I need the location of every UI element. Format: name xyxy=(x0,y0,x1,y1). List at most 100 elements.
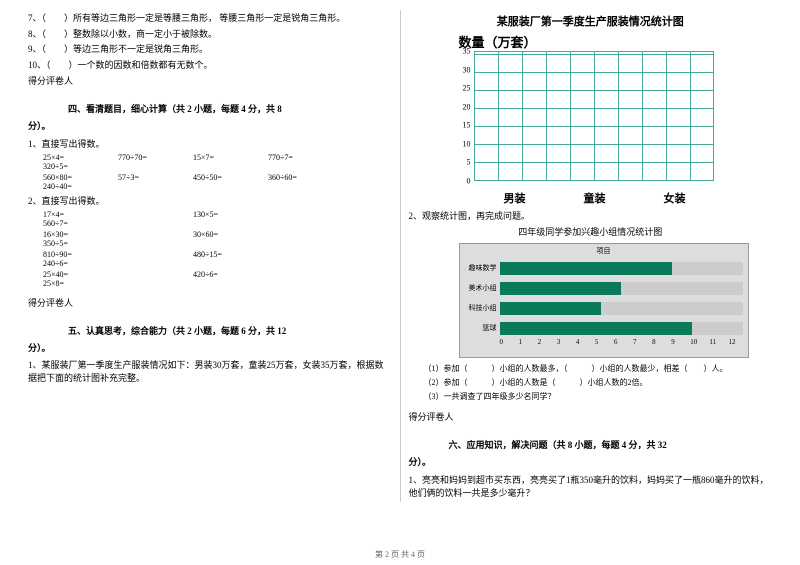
score-header: 得分 xyxy=(28,74,46,87)
section-6-title: 六、应用知识，解决问题（共 8 小题，每题 4 分，共 32 xyxy=(449,438,773,451)
y-tick: 0 xyxy=(467,176,471,185)
calc-item xyxy=(268,230,343,239)
calc-item: 240÷40= xyxy=(43,182,118,191)
fen-label: 分）。 xyxy=(409,456,773,470)
calc-item: 30×60= xyxy=(193,230,268,239)
y-tick: 10 xyxy=(463,139,471,148)
calc-item: 810÷90= xyxy=(43,250,118,259)
calc-item: 480÷15= xyxy=(193,250,268,259)
left-column: 7、（ ）所有等边三角形一定是等腰三角形， 等腰三角形一定是锐角三角形。 8、（… xyxy=(20,10,401,502)
chart2-title: 四年级同学参加兴趣小组情况统计图 xyxy=(409,225,773,238)
x-tick: 1 xyxy=(519,338,538,346)
calc-item: 130×5= xyxy=(193,210,268,219)
x-tick: 4 xyxy=(576,338,595,346)
chart1-ylabel: 数量（万套） xyxy=(459,32,773,51)
fen-label: 分）。 xyxy=(28,342,392,356)
x-tick: 0 xyxy=(500,338,519,346)
score-header: 评卷人 xyxy=(46,296,73,309)
hbar-fill xyxy=(500,322,692,335)
section-5-title: 五、认真思考，综合能力（共 2 小题，每题 6 分，共 12 xyxy=(68,324,392,337)
y-tick: 20 xyxy=(463,102,471,111)
sub-question: （1）参加（ ）小组的人数最多，（ ）小组的人数最少，相差（ ）人。 xyxy=(409,363,773,374)
tf-item: 10、（ ）一个数的因数和倍数都有无数个。 xyxy=(28,59,392,73)
chart1-title: 某服装厂第一季度生产服装情况统计图 xyxy=(409,13,773,29)
hbar-fill xyxy=(500,282,622,295)
right-column: 某服装厂第一季度生产服装情况统计图 数量（万套） 35302520151050 … xyxy=(401,10,781,502)
score-header: 评卷人 xyxy=(46,74,73,87)
y-tick: 25 xyxy=(463,84,471,93)
calc-item xyxy=(118,250,193,259)
page-container: 7、（ ）所有等边三角形一定是等腰三角形， 等腰三角形一定是锐角三角形。 8、（… xyxy=(0,0,800,512)
x-tick: 5 xyxy=(595,338,614,346)
chart-grid xyxy=(474,51,714,181)
question-1: 1、直接写出得数。 xyxy=(28,137,392,150)
score-header: 得分 xyxy=(28,296,46,309)
x-tick: 2 xyxy=(538,338,557,346)
score-table: 得分评卷人 xyxy=(409,410,454,433)
calc-item: 240÷6= xyxy=(43,259,118,268)
calc-block-2: 17×4=130×5=560÷7=16×30=30×60=350÷5=810÷9… xyxy=(28,210,392,288)
x-tick: 12 xyxy=(728,338,747,346)
hbar-fill xyxy=(500,262,672,275)
tf-item: 7、（ ）所有等边三角形一定是等腰三角形， 等腰三角形一定是锐角三角形。 xyxy=(28,12,392,26)
score-table: 得分评卷人 xyxy=(28,74,73,97)
hbar-row: 美术小组 xyxy=(460,278,748,298)
score-header: 评卷人 xyxy=(427,410,454,423)
hbar-row: 科技小组 xyxy=(460,298,748,318)
hbar-row: 趣味数学 xyxy=(460,258,748,278)
calc-item: 560×80= xyxy=(43,173,118,182)
calc-item: 770÷7= xyxy=(268,153,343,162)
hbar-row: 篮球 xyxy=(460,318,748,338)
page-footer: 第 2 页 共 4 页 xyxy=(0,549,800,560)
calc-item: 350÷5= xyxy=(43,239,118,248)
calc-item xyxy=(118,210,193,219)
fen-label: 分）。 xyxy=(28,120,392,134)
x-tick: 10 xyxy=(690,338,709,346)
hbar-label: 科技小组 xyxy=(460,303,500,313)
x-label: 男装 xyxy=(504,190,526,206)
hbar-chart: 项目 趣味数学美术小组科技小组篮球 0123456789101112 xyxy=(459,243,749,358)
calc-item: 360÷60= xyxy=(268,173,343,182)
question-5-1: 1、某服装厂第一季度生产服装情况如下：男装30万套，童装25万套，女装35万套，… xyxy=(28,358,392,384)
x-label: 女装 xyxy=(664,190,686,206)
calc-item: 560÷7= xyxy=(43,219,118,228)
question-6-1: 1、亮亮和妈妈到超市买东西，亮亮买了1瓶350毫升的饮料，妈妈买了一瓶860毫升… xyxy=(409,473,773,499)
calc-item xyxy=(268,210,343,219)
x-tick: 6 xyxy=(614,338,633,346)
sub-question: （3）一共调查了四年级多少名同学？ xyxy=(409,391,773,402)
calc-item: 770÷70= xyxy=(118,153,193,162)
x-tick: 8 xyxy=(652,338,671,346)
score-header: 得分 xyxy=(409,410,427,423)
tf-item: 9、（ ）等边三角形不一定是锐角三角形。 xyxy=(28,43,392,57)
x-tick: 11 xyxy=(709,338,728,346)
y-tick: 15 xyxy=(463,121,471,130)
x-tick: 3 xyxy=(557,338,576,346)
calc-item: 15×7= xyxy=(193,153,268,162)
x-label: 童装 xyxy=(584,190,606,206)
sub-question: （2）参加（ ）小组的人数是（ ）小组人数的2倍。 xyxy=(409,377,773,388)
question-r2: 2、观察统计图，再完成问题。 xyxy=(409,209,773,222)
question-2: 2、直接写出得数。 xyxy=(28,194,392,207)
hbar-xaxis: 0123456789101112 xyxy=(460,338,748,346)
x-tick: 9 xyxy=(671,338,690,346)
calc-item: 57÷3= xyxy=(118,173,193,182)
calc-item xyxy=(118,270,193,279)
tf-item: 8、（ ）整数除以小数，商一定小于被除数。 xyxy=(28,28,392,42)
calc-item: 450÷50= xyxy=(193,173,268,182)
calc-item xyxy=(268,270,343,279)
calc-item: 25×4= xyxy=(43,153,118,162)
calc-block-1: 25×4=770÷70=15×7=770÷7= 320÷5= 560×80=57÷3… xyxy=(28,153,392,191)
y-tick: 5 xyxy=(467,158,471,167)
calc-item: 25×40= xyxy=(43,270,118,279)
section-4-title: 四、看清题目，细心计算（共 2 小题，每题 4 分，共 8 xyxy=(68,102,392,115)
calc-item: 25×8= xyxy=(43,279,118,288)
hbar-label: 篮球 xyxy=(460,323,500,333)
calc-item: 17×4= xyxy=(43,210,118,219)
bar-chart: 35302520151050 男装童装女装 xyxy=(449,51,729,191)
x-tick: 7 xyxy=(633,338,652,346)
hbar-label: 趣味数学 xyxy=(460,263,500,273)
calc-item: 320÷5= xyxy=(43,162,118,171)
calc-item xyxy=(268,250,343,259)
calc-item xyxy=(118,230,193,239)
hbar-fill xyxy=(500,302,601,315)
